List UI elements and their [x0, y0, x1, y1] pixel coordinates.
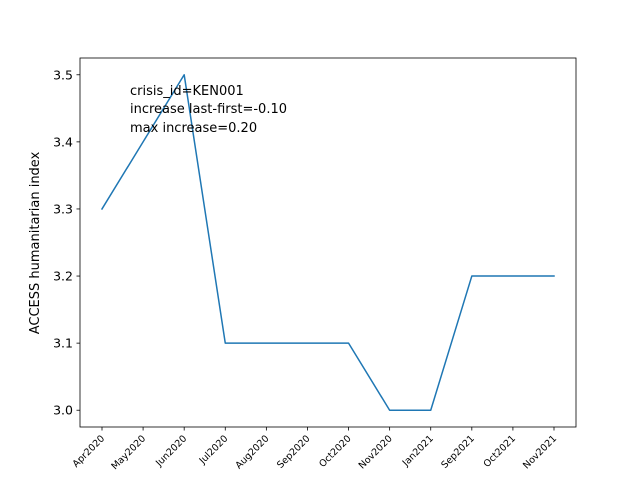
y-tick-label: 3.0 [53, 403, 73, 418]
x-tick-label: Oct2020 [317, 433, 353, 469]
annotation-text: crisis_id=KEN001 increase last-first=-0.… [130, 84, 287, 136]
x-tick-label: May2020 [109, 433, 148, 472]
x-tick-label: Sep2021 [439, 433, 477, 471]
y-tick-label: 3.5 [53, 67, 73, 82]
y-axis-label: ACCESS humanitarian index [28, 151, 43, 334]
x-tick-label: Jan2021 [400, 433, 436, 469]
annotation-line-3: max increase=0.20 [130, 121, 257, 136]
x-tick-label: Oct2021 [482, 433, 518, 469]
x-tick-label: Jul2020 [197, 433, 231, 467]
annotation-line-2: increase last-first=-0.10 [130, 102, 287, 117]
x-tick-label: Nov2020 [357, 433, 395, 471]
annotation-line-1: crisis_id=KEN001 [130, 84, 244, 99]
y-tick-label: 3.3 [53, 201, 73, 216]
y-tick-label: 3.1 [53, 336, 73, 351]
x-tick-label: Jun2020 [153, 433, 189, 469]
y-tick-label: 3.4 [53, 134, 73, 149]
y-tick-label: 3.2 [53, 269, 73, 284]
x-tick-label: Aug2020 [233, 433, 271, 471]
x-tick-label: Nov2021 [521, 433, 559, 471]
x-tick-label: Sep2020 [275, 433, 313, 471]
x-tick-label: Apr2020 [71, 433, 108, 470]
